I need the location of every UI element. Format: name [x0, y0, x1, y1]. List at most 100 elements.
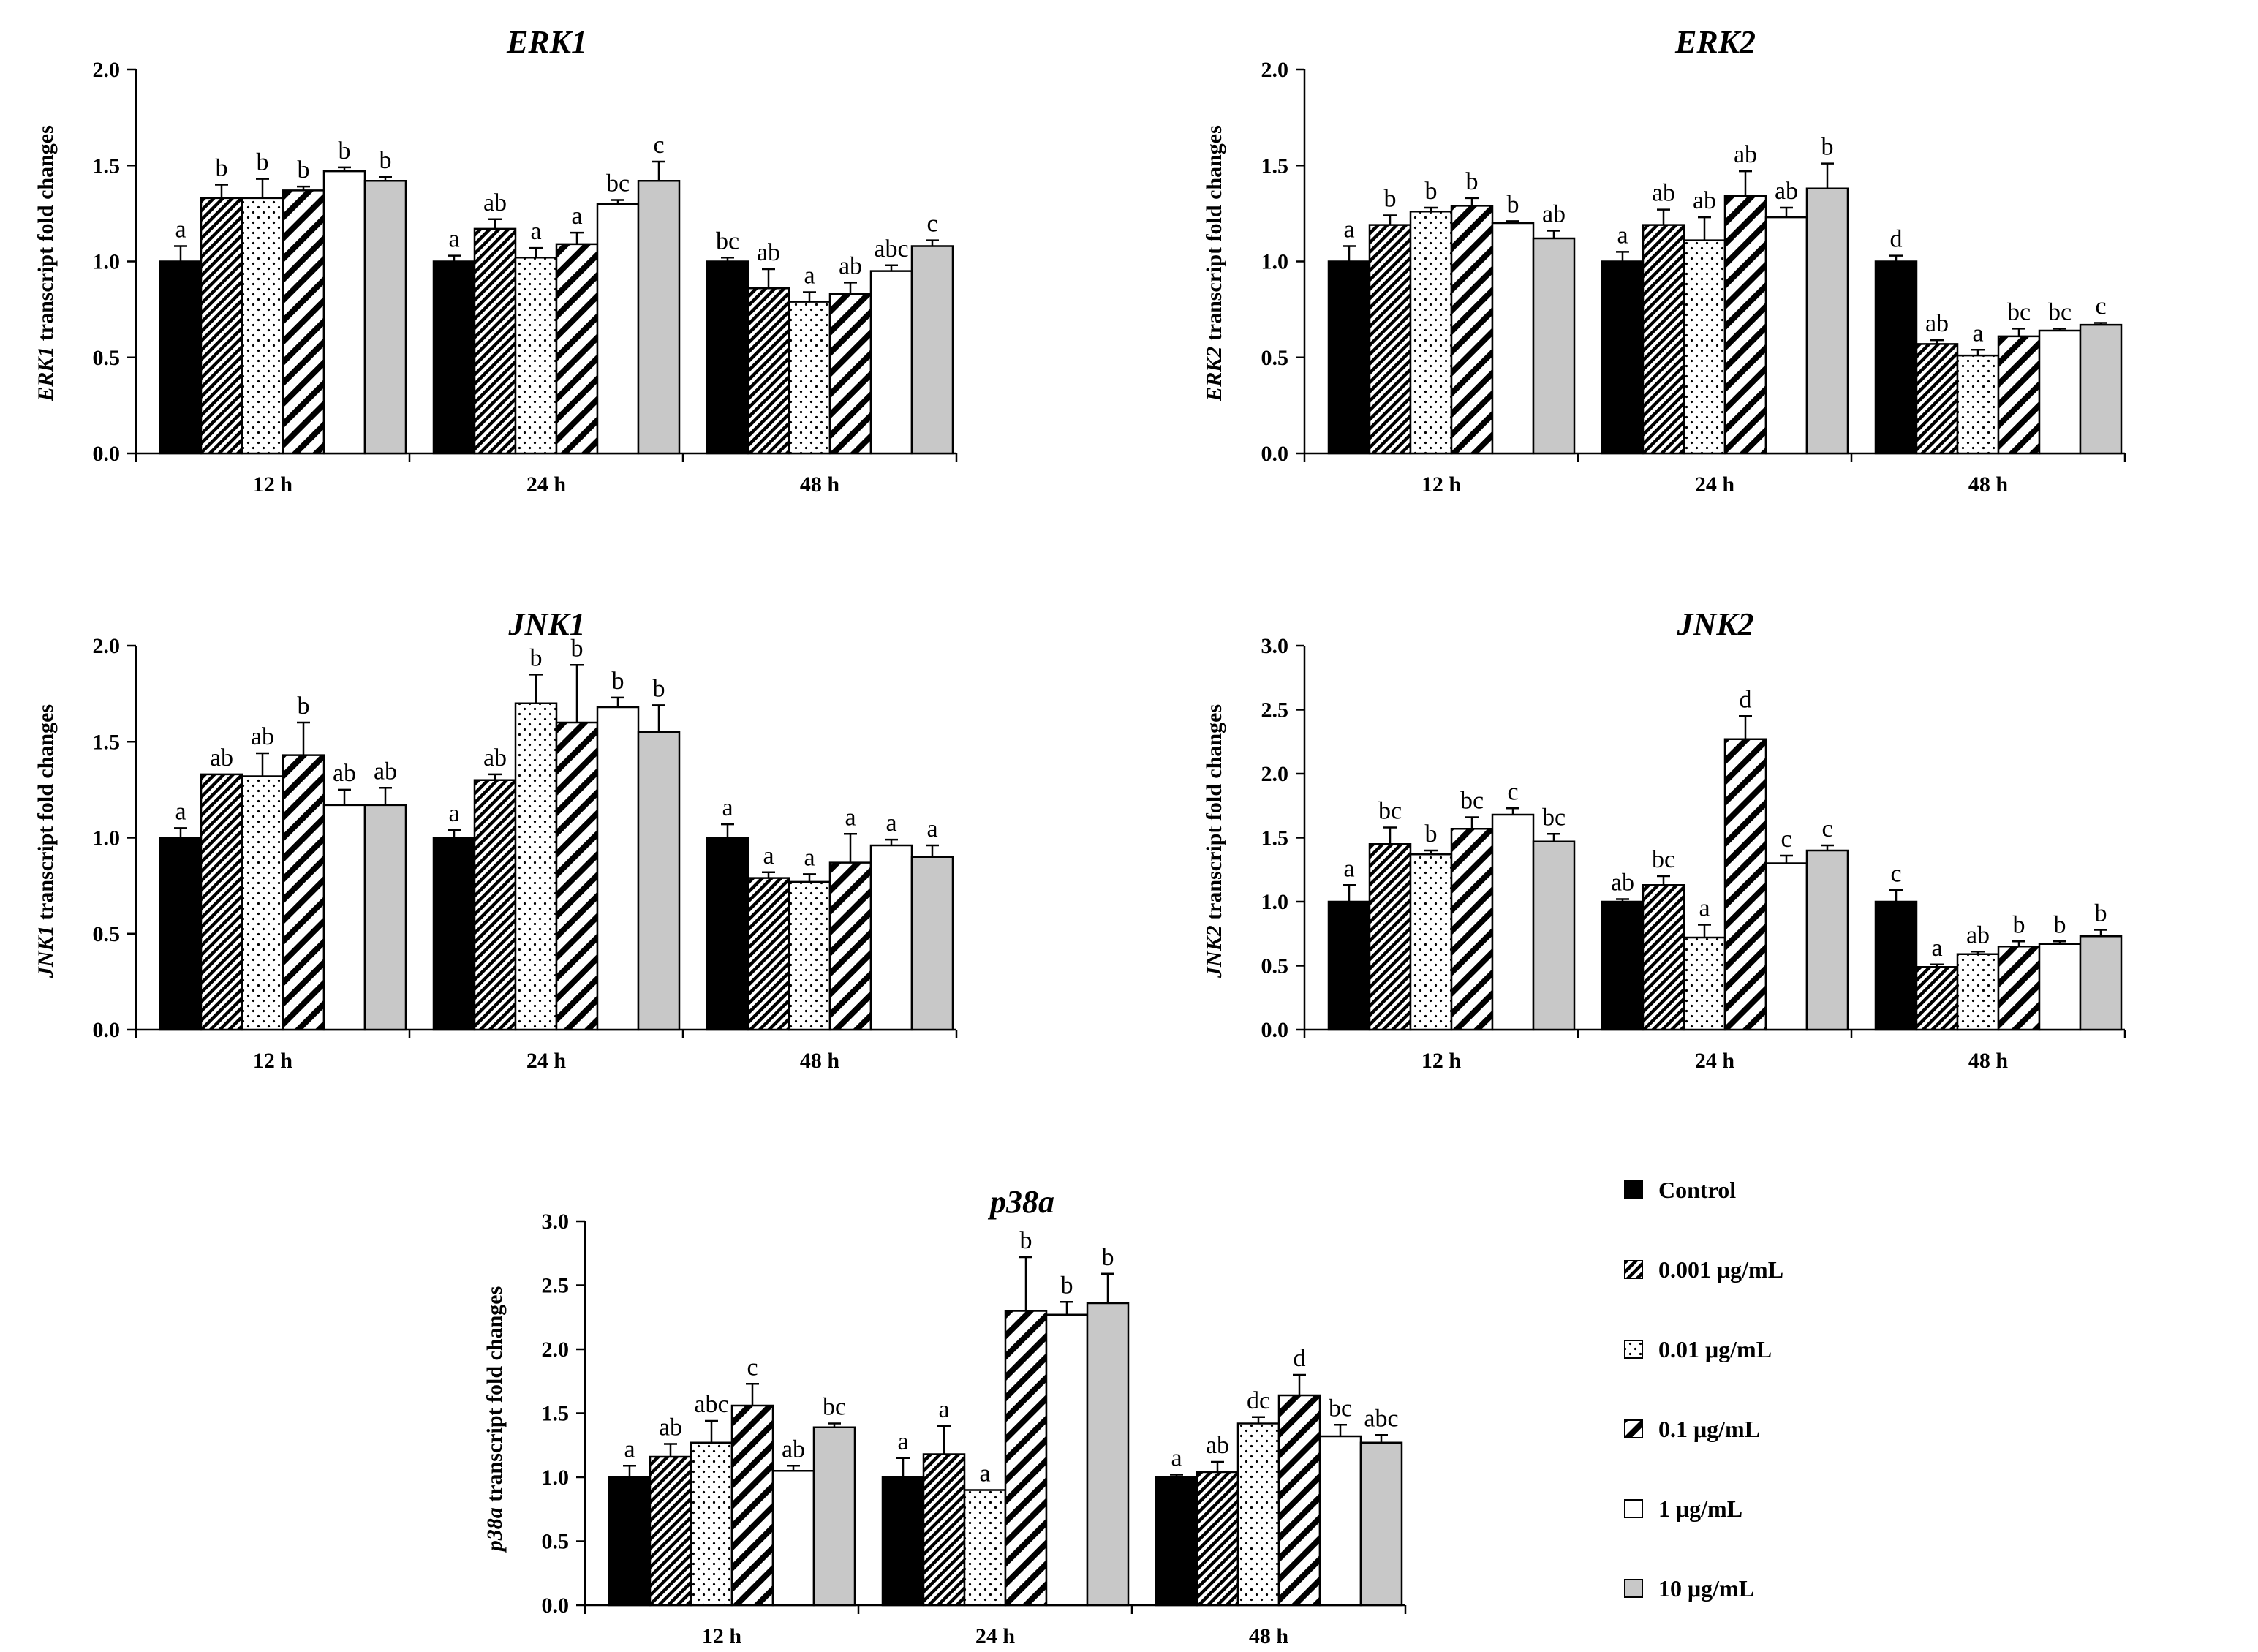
significance-label: bc: [2007, 298, 2031, 325]
chart-erk1: ERK1 ERK1 transcript fold changes 0.0 0.5…: [34, 24, 958, 497]
significance-label: ab: [839, 252, 862, 279]
significance-label: b: [2095, 900, 2107, 927]
bar: [1723, 738, 1767, 1031]
bar: [1327, 900, 1371, 1031]
bar: [1805, 849, 1849, 1031]
bar: [2079, 323, 2123, 455]
bar: [1874, 260, 1918, 455]
significance-label: b: [380, 147, 392, 174]
bar: [1409, 853, 1453, 1031]
bar: [1368, 224, 1412, 455]
bar: [910, 856, 954, 1031]
significance-label: ab: [333, 760, 356, 787]
significance-label: a: [886, 810, 896, 837]
significance-label: bc: [1652, 846, 1675, 873]
significance-label: a: [175, 798, 186, 825]
significance-label: d: [1294, 1345, 1306, 1372]
significance-label: ab: [1542, 201, 1566, 228]
significance-label: d: [1890, 226, 1903, 253]
significance-label: b: [1507, 191, 1519, 218]
chart-p38a: p38a p38a transcript fold changes 0.0 0.5…: [483, 1184, 1407, 1648]
legend-swatch: [1624, 1180, 1643, 1199]
y-axis-label: p38a transcript fold changes: [483, 1286, 507, 1554]
significance-label: b: [1425, 821, 1438, 848]
bar: [1997, 335, 2041, 455]
bar: [1642, 224, 1685, 455]
legend-label: 0.01 μg/mL: [1658, 1336, 1772, 1362]
bar: [200, 197, 243, 455]
bar: [555, 721, 599, 1031]
x-tick-label: 48 h: [800, 1049, 840, 1073]
y-tick-label: 2.0: [93, 58, 121, 82]
y-tick-label: 0.5: [542, 1530, 570, 1554]
axes: 0.0 0.5 1.0 1.5 2.0 12 h 24 h 48 h: [93, 58, 958, 497]
significance-label: a: [1699, 895, 1710, 922]
significance-label: a: [1931, 935, 1942, 962]
bar: [1601, 260, 1645, 455]
bar: [1327, 260, 1371, 455]
significance-label: a: [722, 794, 733, 821]
legend-swatch: [1624, 1499, 1643, 1518]
chart-title: JNK1: [507, 606, 585, 642]
bar: [322, 170, 366, 455]
bar: [1196, 1471, 1239, 1607]
bar: [322, 804, 366, 1031]
significance-label: b: [1821, 134, 1834, 161]
legend-swatch: [1624, 1579, 1643, 1598]
bar: [1915, 966, 1959, 1031]
y-tick-label: 1.5: [1261, 154, 1289, 178]
significance-label: c: [1781, 826, 1791, 853]
legend-label: 10 μg/mL: [1658, 1575, 1754, 1602]
significance-label: b: [1466, 168, 1479, 195]
significance-label: c: [653, 132, 664, 159]
bars: [159, 160, 954, 455]
y-tick-label: 0.0: [93, 1018, 121, 1042]
significance-label: ab: [210, 744, 233, 772]
bar: [1601, 900, 1645, 1031]
bar: [690, 1441, 733, 1607]
bar: [432, 837, 476, 1031]
bar: [649, 1455, 692, 1607]
bar: [1359, 1441, 1403, 1607]
significance-label: a: [938, 1396, 949, 1423]
bar: [1956, 354, 2000, 455]
bar: [432, 260, 476, 455]
y-tick-label: 1.0: [93, 826, 121, 850]
bar: [730, 1404, 774, 1607]
significance-label: c: [2095, 293, 2106, 320]
bar: [473, 227, 517, 455]
significance-label: c: [747, 1354, 758, 1381]
significance-label: a: [926, 815, 937, 842]
y-tick-label: 1.5: [93, 730, 121, 754]
bar: [922, 1453, 966, 1607]
significance-label: a: [1171, 1445, 1182, 1472]
bar: [812, 1426, 856, 1607]
y-axis-label: ERK1 transcript fold changes: [34, 125, 58, 402]
y-tick-label: 1.5: [93, 154, 121, 178]
bar: [881, 1476, 925, 1607]
chart-title: ERK2: [1674, 24, 1756, 60]
significance-label: bc: [1542, 804, 1566, 831]
y-axis-label: JNK2 transcript fold changes: [1202, 704, 1226, 978]
bar: [1450, 205, 1494, 455]
bar: [514, 702, 558, 1031]
bar: [788, 880, 831, 1031]
bar: [159, 260, 203, 455]
y-tick-label: 2.5: [542, 1274, 570, 1298]
significance-label: ab: [1652, 180, 1675, 207]
chart-title: p38a: [987, 1184, 1054, 1220]
y-tick-label: 1.5: [1261, 826, 1289, 850]
significance-label: bc: [716, 227, 739, 254]
bar: [1956, 953, 2000, 1031]
x-tick-label: 24 h: [526, 1049, 567, 1073]
bar: [159, 837, 203, 1031]
bars: [1327, 162, 2123, 455]
significance-label: dc: [1247, 1387, 1270, 1414]
significance-label: b: [298, 693, 310, 720]
x-tick-label: 24 h: [1695, 1049, 1735, 1073]
significance-label: b: [1061, 1272, 1073, 1299]
x-tick-label: 48 h: [1968, 1049, 2009, 1073]
chart-title: JNK2: [1676, 606, 1753, 642]
